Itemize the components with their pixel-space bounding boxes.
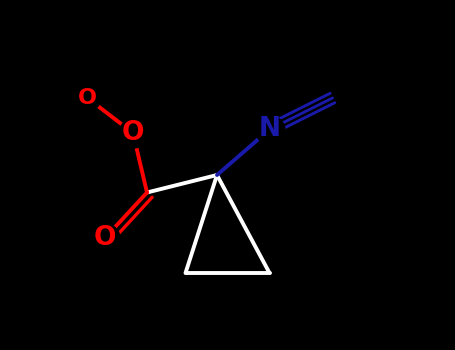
Text: O: O <box>78 88 97 108</box>
Text: N: N <box>258 117 280 142</box>
Text: O: O <box>122 120 144 146</box>
Text: O: O <box>94 225 116 251</box>
